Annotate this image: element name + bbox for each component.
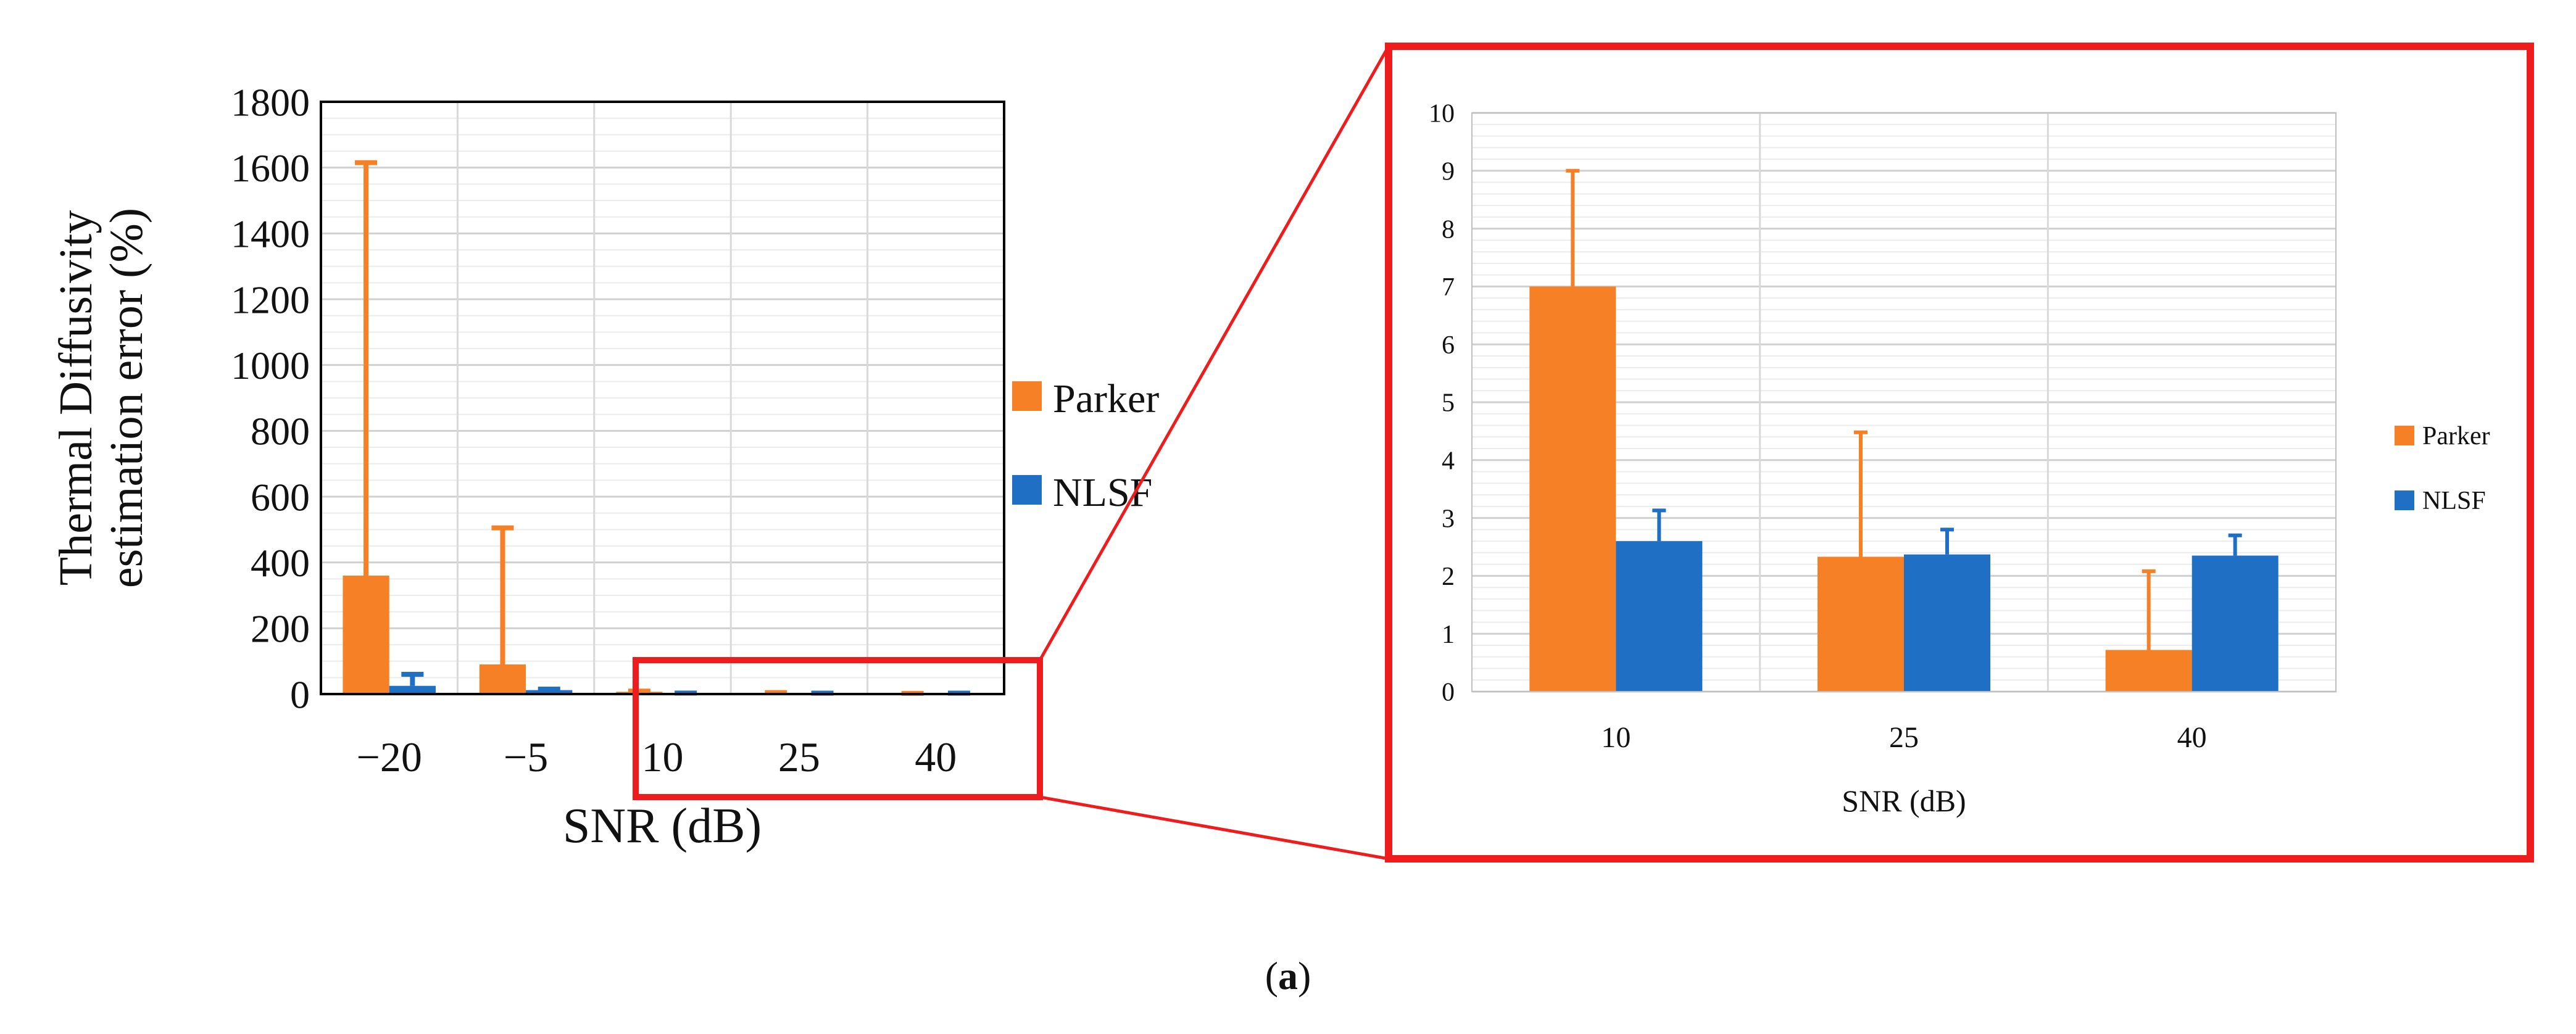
main-y-tick-label: 1400	[231, 212, 310, 256]
main-legend-swatch-nlsf	[1012, 475, 1042, 505]
main-y-tick-label: 1600	[231, 146, 310, 190]
zoom-y-tick-label: 7	[1442, 273, 1455, 302]
main-legend: Parker NLSF	[1012, 376, 1159, 515]
zoom-x-tick-labels: 10 25 40	[1601, 721, 2206, 754]
zoom-plot-frame	[1471, 112, 2337, 692]
zoom-y-tick-label: 6	[1442, 331, 1455, 360]
main-y-axis-label-line-1: Thermal Diffusivity	[50, 210, 102, 586]
main-bars	[343, 160, 983, 696]
main-x-tick-label: −20	[357, 734, 422, 780]
zoom-legend: Parker NLSF	[2395, 422, 2490, 515]
main-x-tick-label: −5	[504, 734, 548, 780]
main-gridlines	[321, 101, 1004, 695]
zoom-legend-swatch-parker	[2395, 426, 2414, 445]
zoom-bar-parker	[1529, 286, 1616, 692]
zoom-x-tick-label: 25	[1889, 721, 1919, 754]
zoom-y-tick-label: 3	[1442, 505, 1455, 533]
zoom-y-tick-label: 5	[1442, 389, 1455, 418]
main-x-tick-label: 25	[778, 734, 820, 780]
zoom-y-tick-label: 4	[1442, 447, 1455, 476]
main-y-tick-label: 600	[251, 475, 310, 519]
zoom-legend-label-nlsf: NLSF	[2422, 487, 2486, 515]
zoom-legend-swatch-nlsf	[2395, 490, 2414, 510]
zoom-connector-top	[1038, 45, 1390, 661]
main-x-tick-label: 40	[915, 734, 957, 780]
main-plot-frame	[320, 101, 1005, 695]
zoom-x-tick-label: 10	[1601, 721, 1631, 754]
zoom-y-tick-label: 8	[1442, 215, 1455, 244]
main-y-axis-label-line-2: estimation error (%)	[101, 208, 152, 588]
main-y-tick-label: 0	[290, 672, 310, 716]
zoom-bar-parker	[1818, 556, 1904, 692]
zoom-bar-parker	[2105, 650, 2192, 692]
figure-caption: (a)	[1265, 954, 1311, 998]
main-x-axis-label: SNR (dB)	[563, 799, 762, 853]
zoom-bars	[1529, 168, 2279, 692]
main-y-tick-label: 400	[251, 541, 310, 585]
main-legend-label-parker: Parker	[1053, 376, 1159, 421]
main-x-tick-labels: −20 −5 10 25 40	[357, 734, 957, 780]
zoom-y-tick-label: 9	[1442, 158, 1455, 186]
main-bar-parker	[479, 664, 526, 694]
zoom-connector-bottom	[1039, 795, 1389, 861]
main-y-tick-label: 1800	[231, 80, 310, 124]
zoom-x-axis-label: SNR (dB)	[1842, 784, 1966, 818]
main-y-tick-label: 800	[251, 410, 310, 453]
zoom-chart: 0 1 2 3 4 5 6 7 8 9 10 10 25 40 SNR (dB) Parker NLSF	[1429, 100, 2490, 818]
zoom-y-tick-label: 10	[1429, 100, 1455, 128]
zoom-highlight-box	[633, 657, 1043, 800]
main-bar-parker	[343, 576, 389, 694]
main-x-tick-label: 10	[642, 734, 684, 780]
main-y-tick-label: 200	[251, 607, 310, 651]
main-legend-swatch-parker	[1012, 381, 1042, 411]
main-y-tick-label: 1000	[231, 344, 310, 387]
main-chart: 0 200 400 600 800 1000 1200 1400 1600 1800 −20 −5 1…	[50, 80, 1159, 853]
main-legend-label-nlsf: NLSF	[1053, 470, 1152, 515]
main-bar-nlsf	[526, 690, 573, 694]
zoom-y-tick-label: 1	[1442, 621, 1455, 649]
zoom-y-tick-label: 0	[1442, 679, 1455, 707]
zoom-bar-nlsf	[1616, 541, 1703, 692]
zoom-legend-label-parker: Parker	[2422, 422, 2490, 450]
zoom-bar-nlsf	[1904, 554, 1990, 692]
zoom-x-tick-label: 40	[2177, 721, 2207, 754]
zoom-y-tick-label: 2	[1442, 563, 1455, 591]
zoom-y-tick-labels: 0 1 2 3 4 5 6 7 8 9 10	[1429, 100, 1455, 707]
caption-letter: a	[1278, 954, 1298, 998]
main-y-tick-labels: 0 200 400 600 800 1000 1200 1400 1600 1800	[231, 80, 310, 716]
zoom-bar-nlsf	[2192, 555, 2279, 692]
main-bar-nlsf	[389, 685, 436, 694]
main-y-tick-label: 1200	[231, 278, 310, 321]
